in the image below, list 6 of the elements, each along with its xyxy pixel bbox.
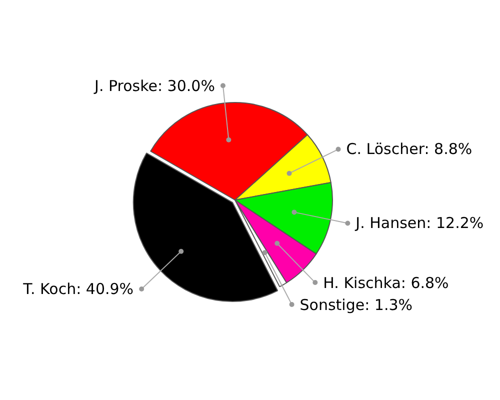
slice-label: H. Kischka: 6.8% (323, 274, 450, 292)
slice-label: J. Hansen: 12.2% (356, 214, 485, 232)
slice-label: C. Löscher: 8.8% (346, 140, 474, 158)
slice-label: T. Koch: 40.9% (22, 280, 134, 298)
slice-label: J. Proske: 30.0% (92, 76, 215, 95)
slice-label: Sonstige: 1.3% (300, 296, 414, 314)
